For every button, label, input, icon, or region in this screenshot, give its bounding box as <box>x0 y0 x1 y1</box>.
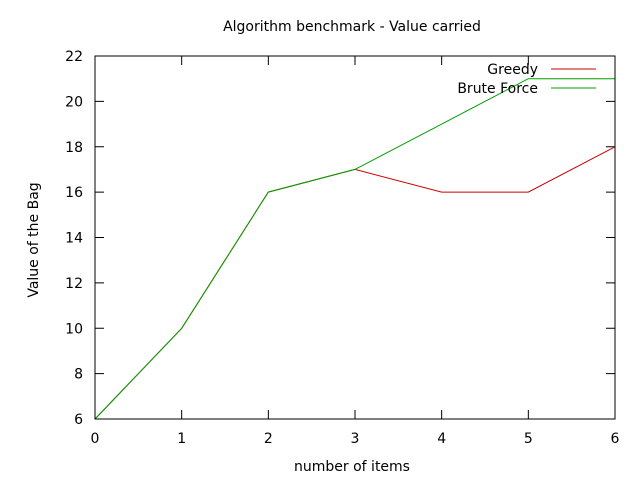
y-axis-label: Value of the Bag <box>26 182 42 297</box>
y-tick-label: 14 <box>65 231 83 247</box>
plot-series <box>94 78 616 420</box>
chart-title: Algorithm benchmark - Value carried <box>223 19 481 35</box>
y-tick-label: 12 <box>65 276 83 292</box>
y-tick-label: 20 <box>65 94 83 110</box>
series-line-brute-force <box>94 78 615 420</box>
y-tick-label: 16 <box>65 185 83 201</box>
series-line-greedy <box>94 146 616 420</box>
plot-border <box>94 55 616 420</box>
x-tick-label: 6 <box>611 431 620 447</box>
y-tick-label: 18 <box>65 140 83 156</box>
legend-label-greedy: Greedy <box>487 62 538 78</box>
y-tick-label: 22 <box>65 49 83 65</box>
legend-label-brute-force: Brute Force <box>457 81 538 97</box>
x-tick-label: 2 <box>264 431 273 447</box>
x-axis-label: number of items <box>294 459 410 475</box>
x-tick-label: 3 <box>351 431 360 447</box>
y-tick-label: 10 <box>65 321 83 337</box>
x-tick-label: 0 <box>91 431 100 447</box>
x-tick-label: 1 <box>177 431 186 447</box>
y-tick-label: 8 <box>74 367 83 383</box>
x-tick-label: 4 <box>437 431 446 447</box>
legend: Greedy Brute Force <box>457 62 596 97</box>
y-tick-label: 6 <box>74 412 83 428</box>
x-tick-label: 5 <box>524 431 533 447</box>
